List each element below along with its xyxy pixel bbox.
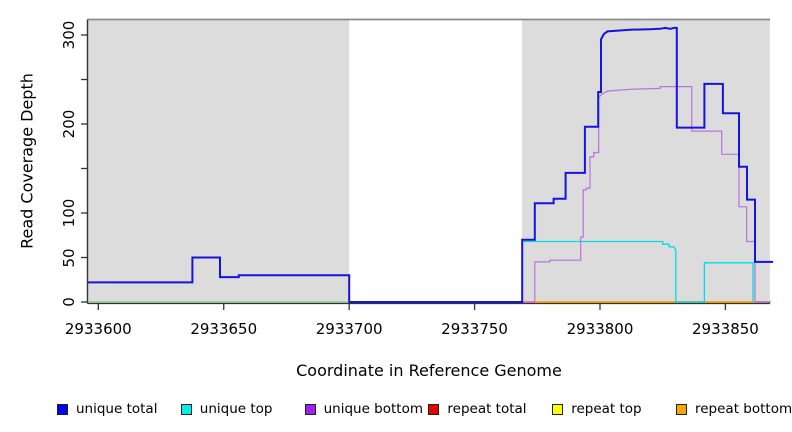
legend-item-repeat-top: repeat top [552, 401, 642, 417]
legend-swatch-icon [180, 403, 192, 415]
legend-item-unique-total: unique total [57, 401, 158, 417]
legend-label: unique total [76, 401, 158, 417]
legend-swatch-icon [676, 403, 687, 415]
legend-swatch-icon [552, 403, 564, 415]
legend-swatch-icon [57, 403, 68, 415]
x-tick-label: 2933850 [692, 320, 759, 338]
shaded-region [87, 19, 350, 304]
legend-label: repeat top [571, 401, 642, 417]
x-tick-label: 2933800 [566, 320, 634, 338]
x-tick-label: 2933650 [190, 320, 258, 338]
series-unique-top [521, 240, 754, 303]
x-axis-title: Coordinate in Reference Genome [296, 361, 562, 380]
y-tick-label: 200 [60, 109, 78, 139]
series-unique-total [87, 26, 774, 303]
y-axis-title: Read Coverage Depth [17, 73, 37, 249]
y-tick-label: 100 [60, 198, 78, 228]
legend-item-unique-bottom: unique bottom [304, 401, 424, 417]
y-tick-label: 300 [60, 20, 78, 50]
legend-item-repeat-total: repeat total [428, 401, 527, 417]
legend-label: repeat bottom [695, 401, 792, 417]
legend-item-repeat-bottom: repeat bottom [676, 401, 792, 417]
legend-swatch-icon [304, 403, 316, 415]
x-tick-label: 2933600 [64, 320, 132, 338]
x-tick-label: 2933700 [315, 320, 383, 338]
legend-label: unique top [199, 401, 273, 417]
legend-label: repeat total [447, 401, 527, 417]
legend-item-unique-top: unique top [180, 401, 273, 417]
y-tick-label: 50 [60, 247, 78, 268]
legend-label: unique bottom [323, 401, 424, 417]
legend-swatch-icon [428, 403, 440, 415]
y-tick-label: 0 [60, 297, 78, 307]
x-tick-label: 2933750 [441, 320, 508, 338]
series-unique-bottom [534, 85, 771, 303]
shaded-region [521, 19, 770, 304]
